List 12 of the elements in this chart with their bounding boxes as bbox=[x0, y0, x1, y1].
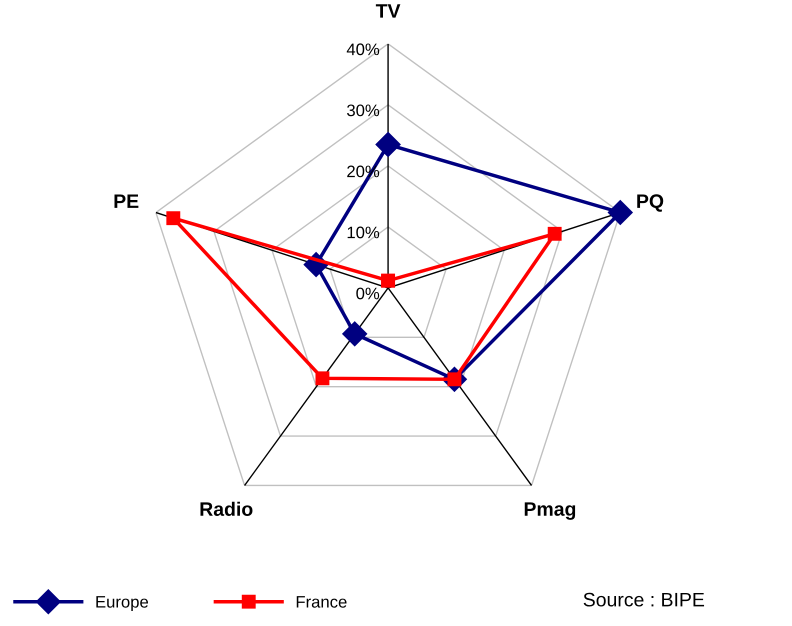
y-tick-label: 10% bbox=[348, 226, 380, 238]
spoke-label: TV bbox=[376, 4, 400, 18]
y-tick-label: 30% bbox=[347, 104, 380, 116]
spoke-label: Radio bbox=[200, 502, 252, 516]
spoke-label: Pmag bbox=[524, 502, 576, 520]
y-tick-label: 0% bbox=[356, 288, 380, 300]
legend-label: France bbox=[296, 596, 347, 608]
legend-label: Europe bbox=[96, 596, 148, 611]
spoke-label: PE bbox=[114, 194, 138, 208]
source-note: Source : BIPE bbox=[584, 592, 704, 607]
spoke-label: PQ bbox=[637, 194, 664, 212]
y-tick-label: 40% bbox=[346, 43, 380, 56]
